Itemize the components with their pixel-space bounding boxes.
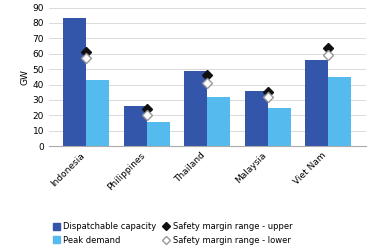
Bar [124,106,147,146]
Bar [63,18,86,146]
Legend: Dispatchable capacity, Peak demand, Safety margin range - upper, Safety margin r: Dispatchable capacity, Peak demand, Safe… [53,223,293,244]
Bar [268,108,291,146]
Bar [184,71,207,146]
Bar [86,80,109,146]
Bar [245,91,268,146]
Y-axis label: GW: GW [21,69,30,85]
Bar [147,121,170,146]
Bar [328,77,351,146]
Bar [305,60,328,146]
Bar [207,97,230,146]
